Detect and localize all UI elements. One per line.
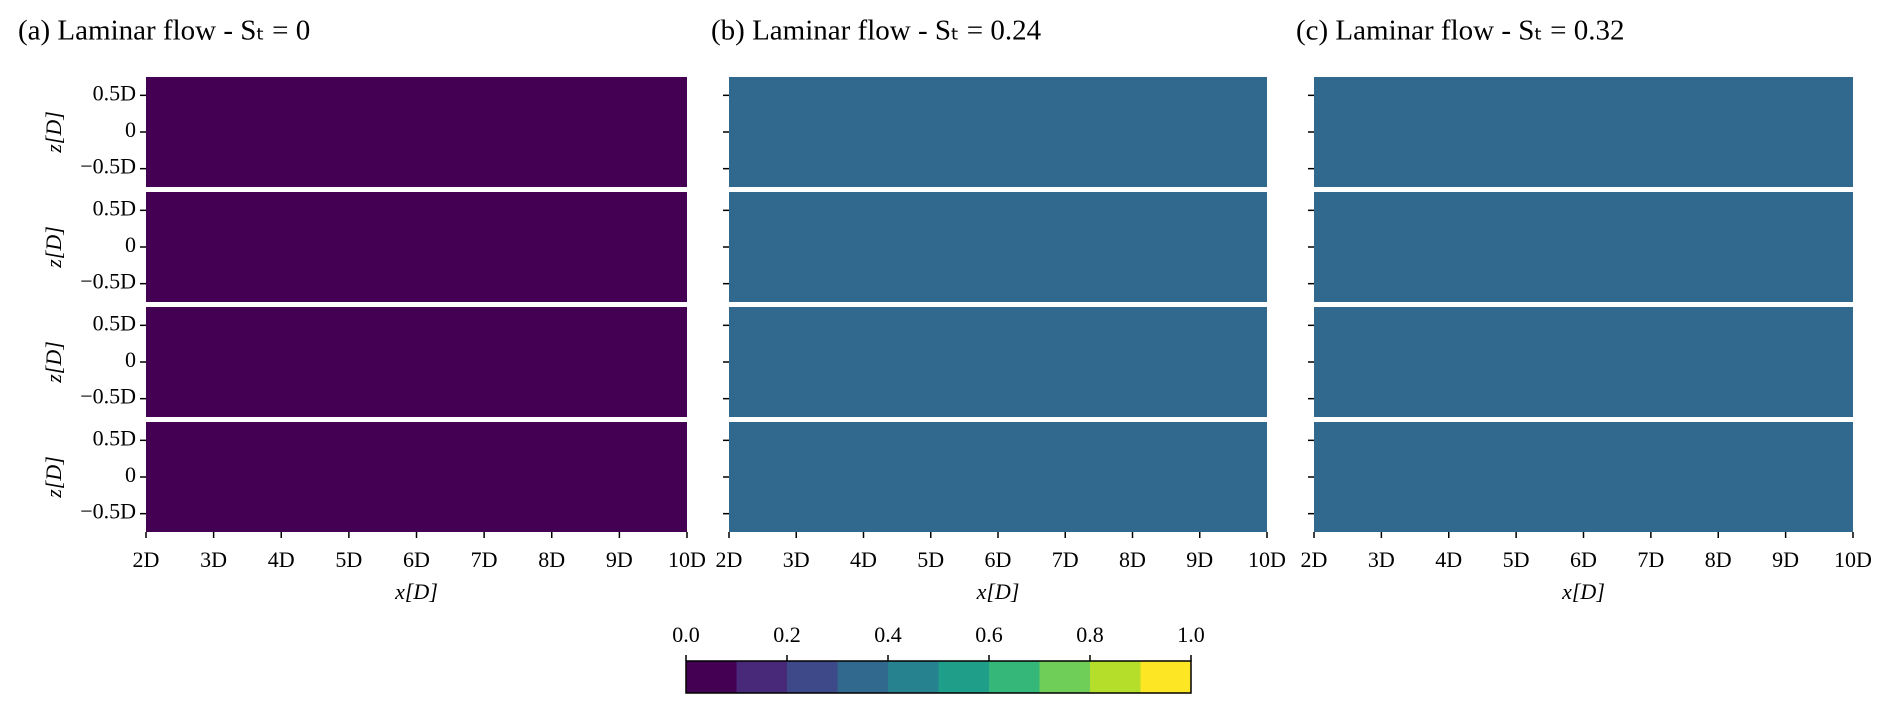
y-axis-label: z[D] [41, 111, 66, 154]
x-tick-label: 9D [606, 547, 633, 572]
x-tick-label: 4D [1435, 547, 1462, 572]
x-tick-label: 5D [917, 547, 944, 572]
x-tick-label: 3D [783, 547, 810, 572]
x-tick-label: 5D [335, 547, 362, 572]
x-tick-label: 7D [1637, 547, 1664, 572]
y-tick-label: 0.5D [93, 80, 136, 105]
x-tick-label: 10D [1834, 547, 1872, 572]
colorbar-band [989, 661, 1040, 693]
contour-field [1314, 77, 1853, 187]
colorbar-band [736, 661, 788, 693]
y-tick-label: 0.5D [93, 310, 136, 335]
contour-field [146, 77, 687, 187]
y-axis-label: z[D] [41, 341, 66, 384]
x-tick-label: 4D [850, 547, 877, 572]
panel-title: (a) Laminar flow - Sₜ = 0 [18, 15, 310, 47]
x-tick-label: 8D [1705, 547, 1732, 572]
colorbar-tick-label: 0.0 [672, 622, 700, 647]
y-axis-label: z[D] [41, 456, 66, 499]
contour-field [146, 307, 687, 417]
contour-field [1314, 192, 1853, 302]
x-tick-label: 7D [471, 547, 498, 572]
x-axis-label: x[D] [976, 579, 1020, 604]
colorbar-frame [685, 660, 1192, 694]
x-tick-label: 9D [1186, 547, 1213, 572]
x-tick-label: 10D [668, 547, 706, 572]
colorbar-band [1140, 661, 1192, 693]
x-tick-label: 10D [1248, 547, 1286, 572]
y-tick-label: −0.5D [80, 269, 136, 294]
colorbar-tick-label: 1.0 [1177, 622, 1205, 647]
x-tick-label: 6D [1570, 547, 1597, 572]
colorbar-tick-label: 0.8 [1076, 622, 1104, 647]
colorbar-band [938, 661, 990, 693]
x-tick-label: 5D [1503, 547, 1530, 572]
x-tick-label: 7D [1052, 547, 1079, 572]
x-tick-label: 6D [403, 547, 430, 572]
y-tick-label: 0 [125, 232, 136, 257]
y-tick-label: 0.5D [93, 425, 136, 450]
y-tick-label: 0 [125, 347, 136, 372]
y-tick-label: −0.5D [80, 384, 136, 409]
x-tick-label: 2D [133, 547, 160, 572]
x-tick-label: 8D [538, 547, 565, 572]
colorbar-band [787, 661, 838, 693]
colorbar-tick-label: 0.6 [975, 622, 1003, 647]
x-axis-label: x[D] [394, 579, 438, 604]
x-tick-label: 3D [200, 547, 227, 572]
colorbar-band [686, 661, 737, 693]
colorbar-band [837, 661, 889, 693]
colorbar-band [1090, 661, 1141, 693]
panel-title: (c) Laminar flow - Sₜ = 0.32 [1296, 15, 1625, 47]
x-axis-label: x[D] [1561, 579, 1605, 604]
colorbar-tick-label: 0.4 [874, 622, 902, 647]
x-tick-label: 6D [985, 547, 1012, 572]
x-tick-label: 9D [1772, 547, 1799, 572]
x-tick-label: 8D [1119, 547, 1146, 572]
contour-field [146, 192, 687, 302]
y-axis-label: z[D] [41, 226, 66, 269]
x-tick-label: 2D [1301, 547, 1328, 572]
contour-field [729, 422, 1267, 532]
contour-field [729, 307, 1267, 417]
colorbar-tick-label: 0.2 [773, 622, 801, 647]
contour-field [1314, 422, 1853, 532]
x-tick-label: 3D [1368, 547, 1395, 572]
x-tick-label: 4D [268, 547, 295, 572]
panel-title: (b) Laminar flow - Sₜ = 0.24 [711, 15, 1042, 47]
y-tick-label: −0.5D [80, 154, 136, 179]
y-tick-label: 0 [125, 462, 136, 487]
contour-field [729, 192, 1267, 302]
colorbar-band [1039, 661, 1091, 693]
contour-field [146, 422, 687, 532]
y-tick-label: 0.5D [93, 195, 136, 220]
contour-field [1314, 307, 1853, 417]
colorbar-band [888, 661, 939, 693]
x-tick-label: 2D [716, 547, 743, 572]
y-tick-label: −0.5D [80, 499, 136, 524]
contour-field [729, 77, 1267, 187]
y-tick-label: 0 [125, 117, 136, 142]
